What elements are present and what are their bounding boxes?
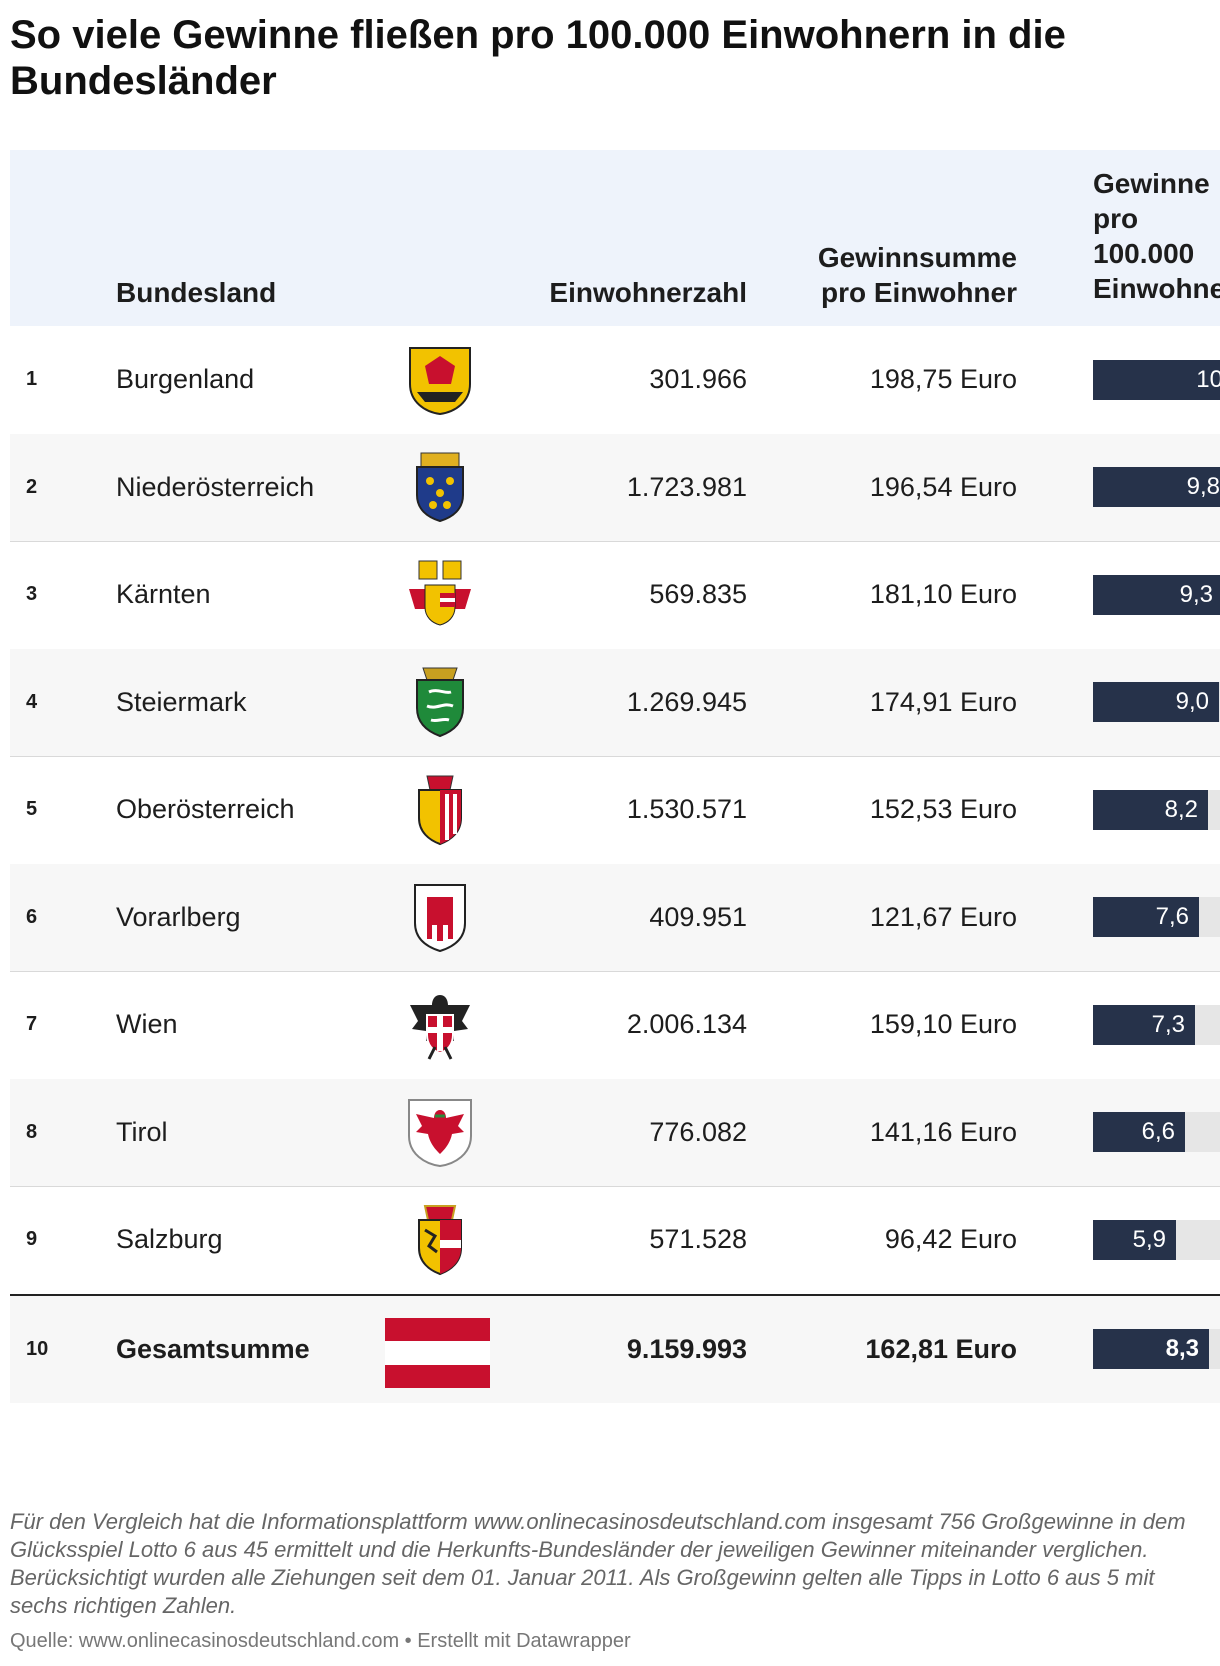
- austria-flag-icon: [385, 1317, 490, 1388]
- bar-track: 8,2: [1093, 789, 1220, 830]
- tirol-crest-icon: [405, 1096, 475, 1168]
- bar-track: 9,3: [1093, 574, 1220, 615]
- bar-track: 5,9: [1093, 1219, 1220, 1260]
- bar-track: 9,8: [1093, 467, 1220, 508]
- einwohnerzahl-cell: 1.269.945: [626, 686, 747, 717]
- bar-value: 9,3: [1093, 574, 1220, 615]
- rank-cell: 5: [26, 798, 38, 820]
- einwohnerzahl-cell: 571.528: [649, 1224, 747, 1254]
- bar-track: 10: [1093, 359, 1220, 400]
- vorarlberg-crest-icon: [405, 881, 475, 953]
- gewinnsumme-cell: 198,75 Euro: [869, 364, 1017, 394]
- header-gewinnsumme[interactable]: Gewinnsumme pro Einwohner: [817, 242, 1017, 308]
- bundesland-cell: Gesamtsumme: [116, 1333, 310, 1364]
- gewinnsumme-cell: 196,54 Euro: [869, 471, 1017, 502]
- gewinnsumme-cell: 141,16 Euro: [869, 1116, 1017, 1147]
- table-row-total: 10 Gesamtsumme 9.159.993 162,81 Euro 8,3: [10, 1293, 1220, 1403]
- rank-cell: 6: [26, 905, 38, 928]
- chart-title: So viele Gewinne fließen pro 100.000 Ein…: [10, 13, 1066, 103]
- bundesland-cell: Tirol: [116, 1116, 168, 1147]
- bundesland-cell: Salzburg: [116, 1224, 223, 1254]
- rank-cell: 2: [26, 475, 38, 498]
- bar-track: 7,6: [1093, 897, 1220, 938]
- bar-value: 7,3: [1093, 1004, 1195, 1045]
- kaernten-crest-icon: [405, 559, 475, 631]
- steiermark-crest-icon: [405, 666, 475, 738]
- einwohnerzahl-cell: 776.082: [649, 1116, 747, 1147]
- bar-value: 5,9: [1093, 1219, 1176, 1260]
- data-table: Bundesland Einwohnerzahl Gewinnsumme pro …: [10, 150, 1220, 1470]
- bundesland-cell: Wien: [116, 1009, 178, 1039]
- gewinnsumme-cell: 152,53 Euro: [869, 794, 1017, 824]
- bar-value: 9,0: [1093, 682, 1219, 723]
- table-row: 7 Wien 2.006.134 159,10 Euro 7,3: [10, 971, 1220, 1080]
- gewinnsumme-cell: 159,10 Euro: [869, 1009, 1017, 1039]
- bar-value: 7,6: [1093, 897, 1199, 938]
- einwohnerzahl-cell: 409.951: [649, 901, 747, 932]
- wien-crest-icon: [405, 989, 475, 1061]
- einwohnerzahl-cell: 1.723.981: [626, 471, 747, 502]
- rank-cell: 10: [26, 1337, 49, 1360]
- table-row: 5 Oberösterreich 1.530.571 152,53 Euro 8,2: [10, 756, 1220, 865]
- burgenland-crest-icon: [405, 344, 475, 416]
- einwohnerzahl-cell: 569.835: [649, 579, 747, 609]
- bar-value: 9,8: [1093, 467, 1220, 508]
- bar-track: 8,3: [1093, 1329, 1220, 1370]
- table-row: 4 Steiermark 1.269.945 174,91 Euro 9,0: [10, 648, 1220, 757]
- bar-track: 9,0: [1093, 682, 1220, 723]
- einwohnerzahl-cell: 2.006.134: [626, 1009, 747, 1039]
- bar-track: 7,3: [1093, 1004, 1220, 1045]
- bundesland-cell: Niederösterreich: [116, 471, 315, 502]
- gewinnsumme-cell: 174,91 Euro: [869, 686, 1017, 717]
- bar-value: 8,2: [1093, 789, 1208, 830]
- table-row: 1 Burgenland 301.966 198,75 Euro 10: [10, 326, 1220, 435]
- rank-cell: 1: [26, 368, 38, 390]
- oberoesterreich-crest-icon: [405, 774, 475, 846]
- bundesland-cell: Oberösterreich: [116, 794, 295, 824]
- gewinnsumme-cell: 96,42 Euro: [884, 1224, 1017, 1254]
- chart-notes: Für den Vergleich hat die Informationspl…: [10, 1509, 1186, 1618]
- bar-value: 10: [1093, 359, 1220, 400]
- einwohnerzahl-cell: 9.159.993: [626, 1333, 747, 1364]
- table-row: 9 Salzburg 571.528 96,42 Euro 5,9: [10, 1186, 1220, 1295]
- einwohnerzahl-cell: 1.530.571: [626, 794, 747, 824]
- chart-source: Quelle: www.onlinecasinosdeutschland.com…: [10, 1630, 631, 1652]
- rank-cell: 8: [26, 1120, 38, 1143]
- niederoesterreich-crest-icon: [405, 451, 475, 523]
- salzburg-crest-icon: [405, 1204, 475, 1276]
- einwohnerzahl-cell: 301.966: [649, 364, 747, 394]
- table-row: 3 Kärnten 569.835 181,10 Euro 9,3: [10, 541, 1220, 650]
- table-header: Bundesland Einwohnerzahl Gewinnsumme pro …: [10, 150, 1220, 326]
- table-row: 6 Vorarlberg 409.951 121,67 Euro 7,6: [10, 863, 1220, 972]
- bundesland-cell: Vorarlberg: [116, 901, 241, 932]
- gewinnsumme-cell: 162,81 Euro: [865, 1333, 1017, 1364]
- gewinnsumme-cell: 181,10 Euro: [869, 579, 1017, 609]
- table-row: 8 Tirol 776.082 141,16 Euro 6,6: [10, 1078, 1220, 1187]
- rank-cell: 7: [26, 1013, 38, 1035]
- rank-cell: 9: [26, 1228, 38, 1250]
- gewinnsumme-cell: 121,67 Euro: [869, 901, 1017, 932]
- rank-cell: 4: [26, 690, 38, 713]
- bar-track: 6,6: [1093, 1112, 1220, 1153]
- header-einwohnerzahl[interactable]: Einwohnerzahl: [549, 277, 747, 308]
- table-row: 2 Niederösterreich 1.723.981 196,54 Euro 9,8: [10, 433, 1220, 542]
- bar-value: 6,6: [1093, 1112, 1185, 1153]
- bundesland-cell: Kärnten: [116, 579, 211, 609]
- header-bundesland[interactable]: Bundesland: [116, 277, 277, 308]
- bundesland-cell: Steiermark: [116, 686, 247, 717]
- rank-cell: 3: [26, 583, 38, 605]
- bar-value: 8,3: [1093, 1329, 1209, 1370]
- bundesland-cell: Burgenland: [116, 364, 255, 394]
